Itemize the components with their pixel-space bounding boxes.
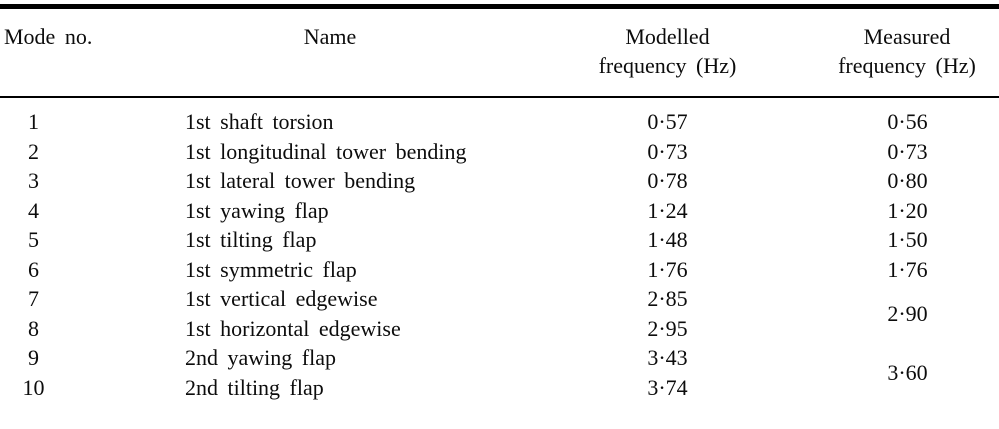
modelled-cell: 0·73	[647, 138, 688, 164]
name-cell: 2nd tilting flap	[185, 374, 324, 400]
measured-header-line2: frequency (Hz)	[838, 53, 976, 78]
measured-cell: 0·80	[887, 168, 928, 193]
measured-cell: 1·50	[887, 227, 928, 252]
mode-cell: 1	[28, 109, 39, 134]
modelled-cell: 3·43	[647, 345, 688, 370]
name-cell: 1st horizontal edgewise	[185, 315, 401, 341]
measured-cell: 0·56	[887, 109, 928, 134]
modelled-header-line2: frequency (Hz)	[598, 53, 737, 78]
measured-header-line1: Measured	[863, 24, 951, 49]
mode-cell: 4	[28, 197, 39, 223]
table-row: 4 1st yawing flap 1·24 1·20	[0, 196, 999, 226]
table-body: 1 1st shaft torsion 0·57 0·56 2 1st long…	[0, 97, 999, 402]
mode-cell: 5	[28, 227, 39, 252]
table-row: 2 1st longitudinal tower bending 0·73 0·…	[0, 137, 999, 167]
measured-cell: 0·73	[887, 138, 928, 164]
measured-cell-merged: 3·60	[887, 359, 928, 385]
modelled-cell: 3·74	[647, 374, 688, 400]
name-cell: 2nd yawing flap	[185, 345, 336, 370]
modelled-cell: 2·85	[647, 286, 688, 311]
modelled-cell: 2·95	[647, 315, 688, 341]
mode-frequency-table: Mode no. Name Modelled frequency (Hz) Me…	[0, 4, 999, 402]
mode-cell: 6	[28, 256, 39, 282]
modelled-header-line1: Modelled	[625, 24, 710, 49]
name-cell: 1st shaft torsion	[185, 109, 334, 134]
measured-frequency-column-header: Measured frequency (Hz)	[790, 6, 999, 98]
mode-cell: 7	[28, 286, 39, 311]
table-row: 6 1st symmetric flap 1·76 1·76	[0, 255, 999, 285]
mode-cell: 9	[28, 345, 39, 370]
modelled-cell: 1·48	[647, 227, 688, 252]
modelled-frequency-column-header: Modelled frequency (Hz)	[545, 6, 790, 98]
measured-cell: 1·20	[887, 197, 928, 223]
table-row: 8 1st horizontal edgewise 2·95	[0, 314, 999, 344]
name-cell: 1st symmetric flap	[185, 256, 357, 282]
measured-cell: 1·76	[887, 256, 928, 282]
table-row: 7 1st vertical edgewise 2·85 2·90	[0, 284, 999, 326]
mode-cell: 3	[28, 168, 39, 193]
modelled-cell: 0·57	[647, 109, 688, 134]
table-row: 9 2nd yawing flap 3·43 3·60	[0, 343, 999, 385]
modelled-cell: 1·24	[647, 197, 688, 223]
mode-cell: 10	[22, 374, 45, 400]
modelled-cell: 0·78	[647, 168, 688, 193]
measured-cell-merged: 2·90	[887, 300, 928, 326]
table-row: 5 1st tilting flap 1·48 1·50	[0, 225, 999, 255]
name-cell: 1st tilting flap	[185, 227, 317, 252]
table-row: 3 1st lateral tower bending 0·78 0·80	[0, 166, 999, 196]
name-cell: 1st yawing flap	[185, 197, 329, 223]
mode-cell: 2	[28, 138, 39, 164]
name-cell: 1st vertical edgewise	[185, 286, 378, 311]
modelled-cell: 1·76	[647, 256, 688, 282]
table-row: 10 2nd tilting flap 3·74	[0, 373, 999, 403]
mode-cell: 8	[28, 315, 39, 341]
table-row: 1 1st shaft torsion 0·57 0·56	[0, 97, 999, 137]
name-cell: 1st lateral tower bending	[185, 168, 416, 193]
name-column-header: Name	[115, 6, 545, 98]
table-header: Mode no. Name Modelled frequency (Hz) Me…	[0, 6, 999, 98]
mode-column-header: Mode no.	[0, 6, 115, 98]
name-cell: 1st longitudinal tower bending	[185, 138, 467, 164]
